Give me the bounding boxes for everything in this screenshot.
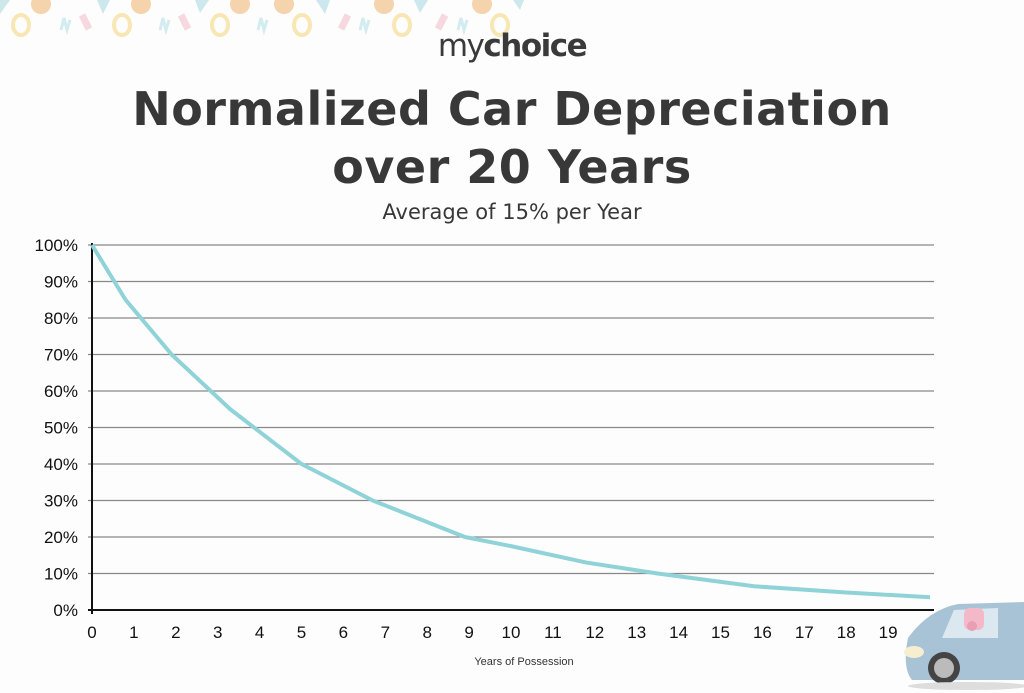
x-tick-label: 19 [879, 623, 898, 642]
x-tick-label: 10 [502, 623, 521, 642]
y-tick-label: 70% [44, 346, 78, 365]
x-tick-label: 3 [213, 623, 222, 642]
chart-subtitle: Average of 15% per Year [382, 200, 642, 224]
x-tick-label: 11 [544, 623, 562, 642]
x-axis-label: Years of Possession [474, 656, 573, 668]
x-tick-label: 6 [339, 623, 348, 642]
x-tick-label: 0 [87, 623, 96, 642]
y-tick-label: 80% [44, 309, 78, 328]
y-tick-label: 30% [44, 492, 78, 511]
y-tick-label: 60% [44, 382, 78, 401]
x-tick-label: 2 [171, 623, 180, 642]
chart-title: Normalized Car Depreciation over 20 Years [132, 82, 892, 194]
y-tick-label: 100% [35, 236, 78, 255]
y-tick-label: 0% [53, 601, 78, 620]
x-tick-label: 7 [381, 623, 390, 642]
depreciation-line [90, 243, 931, 600]
y-tick-label: 50% [44, 419, 78, 438]
x-tick-label: 8 [422, 623, 431, 642]
x-tick-label: 16 [753, 623, 772, 642]
mychoice-logo: mychoice [437, 28, 588, 64]
y-tick-label: 90% [44, 273, 78, 292]
x-tick-label: 14 [669, 623, 688, 642]
x-tick-label: 17 [795, 623, 814, 642]
confetti-decoration [0, 0, 524, 37]
x-tick-label: 13 [627, 623, 646, 642]
car-illustration [904, 602, 1024, 690]
x-tick-label: 1 [129, 623, 138, 642]
x-tick-label: 18 [837, 623, 856, 642]
x-tick-label: 12 [585, 623, 604, 642]
x-tick-label: 15 [711, 623, 730, 642]
y-tick-label: 10% [44, 565, 78, 584]
y-tick-label: 40% [44, 455, 78, 474]
x-tick-label: 5 [297, 623, 306, 642]
x-tick-label: 4 [255, 623, 264, 642]
y-tick-label: 20% [44, 528, 78, 547]
x-tick-label: 9 [464, 623, 473, 642]
